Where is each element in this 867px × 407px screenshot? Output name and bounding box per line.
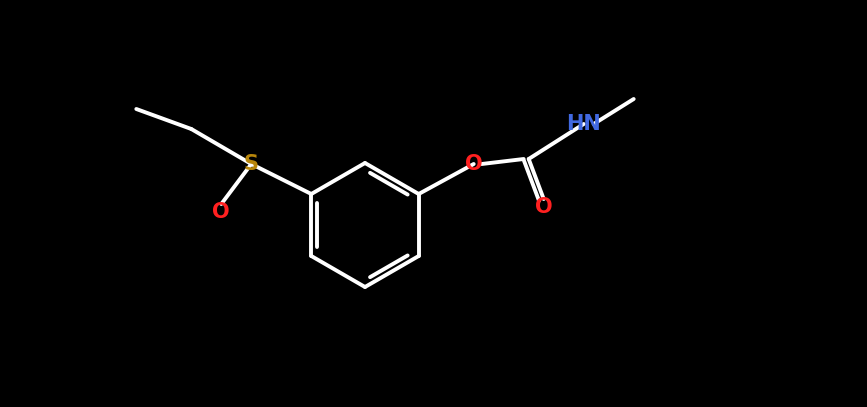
Text: HN: HN [566,114,601,134]
Text: S: S [244,154,259,174]
Text: O: O [465,154,483,174]
Text: O: O [212,202,230,222]
Text: O: O [535,197,552,217]
